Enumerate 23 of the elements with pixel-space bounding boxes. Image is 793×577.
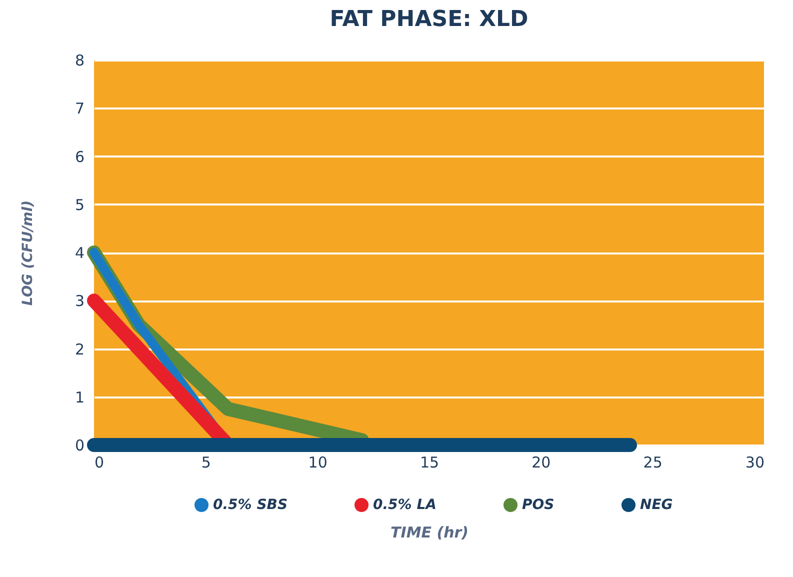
y-tick-label: 6 <box>74 148 84 166</box>
x-tick-label: 25 <box>643 454 662 472</box>
y-tick-label: 3 <box>74 292 84 310</box>
y-tick-label: 1 <box>74 388 84 406</box>
y-tick-label: 5 <box>74 196 84 214</box>
x-tick-label: 5 <box>201 454 211 472</box>
x-tick-label: 15 <box>420 454 440 472</box>
x-tick-label: 10 <box>308 454 328 472</box>
y-axis-title: LOG (CFU/ml) <box>20 200 36 306</box>
y-tick-label: 2 <box>74 340 84 358</box>
legend-label: 0.5% SBS <box>213 496 288 513</box>
x-tick-label: 30 <box>745 454 764 472</box>
y-tick-label: 4 <box>74 244 84 262</box>
legend-label: POS <box>522 496 554 513</box>
x-tick-label: 20 <box>532 454 551 472</box>
y-tick-label: 0 <box>74 436 84 454</box>
y-tick-label: 8 <box>74 52 84 70</box>
legend-label: NEG <box>640 496 673 513</box>
legend-label: 0.5% LA <box>373 496 436 513</box>
chart-title: FAT PHASE: XLD <box>330 7 528 32</box>
y-tick-label: 7 <box>74 100 84 118</box>
x-tick-label: 0 <box>94 454 104 472</box>
x-axis-title: TIME (hr) <box>390 524 468 542</box>
